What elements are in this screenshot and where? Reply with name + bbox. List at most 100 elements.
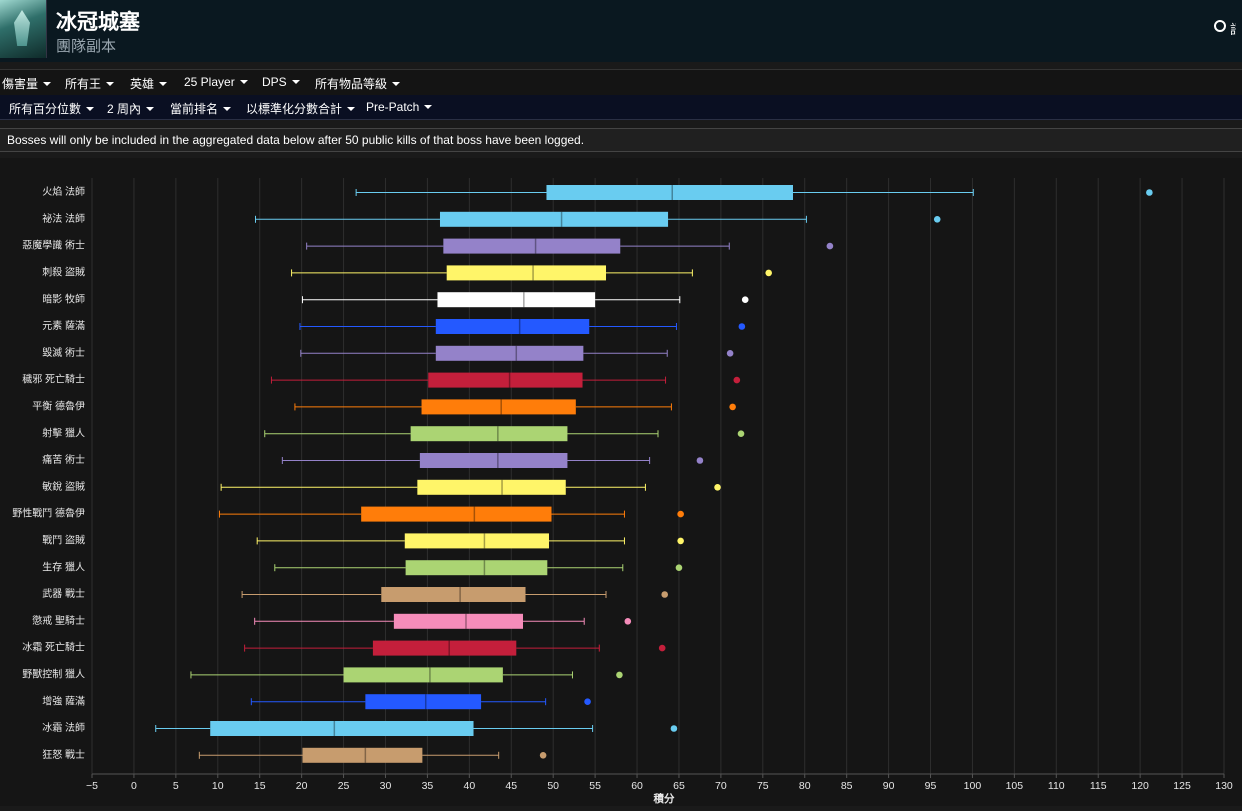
x-tick-label: 10 <box>212 780 224 792</box>
chevron-down-icon <box>43 82 52 86</box>
category-label: 增強 薩滿 <box>42 694 85 707</box>
x-tick-label: 80 <box>799 780 811 792</box>
box <box>417 479 566 495</box>
x-axis-title: 積分 <box>653 792 675 805</box>
x-tick-label: 5 <box>173 780 179 792</box>
filter-item-level[interactable]: 所有物品等級 <box>315 75 401 92</box>
zone-header: 冰冠城塞 團隊副本 語言 <box>0 0 1242 62</box>
page-title: 冰冠城塞 <box>56 11 140 34</box>
outlier-point <box>670 725 678 732</box>
outlier-point <box>661 591 669 598</box>
outlier-point <box>539 752 547 759</box>
filter-metric[interactable]: 傷害量 <box>2 75 52 92</box>
box <box>421 399 576 415</box>
category-label: 狂怒 戰士 <box>42 748 85 761</box>
category-label: 惡魔學識 術士 <box>22 239 85 252</box>
chevron-down-icon <box>347 107 356 111</box>
box <box>446 265 607 281</box>
x-tick-label: 55 <box>589 780 601 792</box>
category-label: 冰霜 死亡騎士 <box>22 641 85 654</box>
x-tick-label: 115 <box>1090 780 1107 792</box>
box <box>435 319 590 334</box>
outlier-point <box>584 698 591 705</box>
category-label: 元素 薩滿 <box>42 319 85 332</box>
filter-role[interactable]: DPS <box>262 75 300 89</box>
x-tick-label: 70 <box>715 780 727 792</box>
box <box>443 238 621 254</box>
chevron-down-icon <box>106 82 115 86</box>
outlier-point <box>738 323 746 330</box>
filter-percentile[interactable]: 所有百分位數 <box>9 100 95 117</box>
filter-timeframe[interactable]: 2 周內 <box>107 100 155 117</box>
category-label: 懲戒 聖騎士 <box>32 614 85 627</box>
outlier-point <box>677 537 684 545</box>
category-label: 平衡 德魯伊 <box>32 400 85 413</box>
notice-banner: Bosses will only be included in the aggr… <box>0 128 1242 152</box>
outlier-point <box>624 618 632 625</box>
box <box>405 560 548 576</box>
chevron-down-icon <box>239 80 248 84</box>
outlier-point <box>1146 189 1153 196</box>
x-tick-label: 120 <box>1131 780 1149 792</box>
chevron-down-icon <box>291 80 300 84</box>
outlier-point <box>765 269 772 277</box>
filter-bar-secondary: 所有百分位數 2 周內 當前排名 以標準化分數合計 Pre-Patch <box>0 95 1242 120</box>
category-label: 武器 戰士 <box>42 587 85 600</box>
zone-icon <box>0 0 47 58</box>
category-label: 暗影 牧師 <box>42 292 85 305</box>
filter-size[interactable]: 25 Player <box>184 75 248 89</box>
outlier-point <box>696 457 704 464</box>
outlier-point <box>714 484 721 491</box>
box <box>372 640 517 656</box>
outlier-point <box>741 296 749 303</box>
x-tick-label: 25 <box>338 780 350 792</box>
category-label: 刺殺 盜賊 <box>42 266 85 279</box>
filter-difficulty[interactable]: 英雄 <box>130 75 168 92</box>
chevron-down-icon <box>86 107 95 111</box>
category-label: 穢邪 死亡騎士 <box>22 373 85 386</box>
chevron-down-icon <box>392 82 401 86</box>
box <box>381 587 526 602</box>
outlier-point <box>616 671 623 679</box>
x-tick-label: −5 <box>86 780 98 792</box>
x-tick-label: 85 <box>841 780 853 792</box>
filter-aggregation[interactable]: 以標準化分數合計 <box>246 100 356 117</box>
x-tick-label: 50 <box>547 780 559 792</box>
x-tick-label: 110 <box>1048 780 1065 792</box>
x-tick-label: 30 <box>380 780 392 792</box>
x-tick-label: 35 <box>422 780 434 792</box>
category-label: 冰霜 法師 <box>42 721 85 734</box>
outlier-point <box>733 376 741 384</box>
language-label: 語言 <box>1230 19 1236 38</box>
x-tick-label: 60 <box>631 780 643 792</box>
category-label: 野獸控制 獵人 <box>22 668 85 681</box>
chevron-down-icon <box>146 107 155 111</box>
outlier-point <box>933 216 941 223</box>
x-tick-label: 130 <box>1215 780 1233 792</box>
x-tick-label: 15 <box>254 780 266 792</box>
x-tick-label: 90 <box>883 780 895 792</box>
x-tick-label: 125 <box>1173 780 1191 792</box>
x-tick-label: 45 <box>505 780 517 792</box>
chevron-down-icon <box>223 107 232 111</box>
x-tick-label: 0 <box>131 780 137 792</box>
box <box>410 426 568 442</box>
box <box>439 211 669 227</box>
box <box>435 345 584 361</box>
box <box>361 506 552 522</box>
category-label: 祕法 法師 <box>42 212 85 225</box>
filter-patch[interactable]: Pre-Patch <box>366 100 433 114</box>
category-label: 戰鬥 盜賊 <box>42 534 85 547</box>
filter-ranking[interactable]: 當前排名 <box>170 100 232 117</box>
filter-boss[interactable]: 所有王 <box>65 75 115 92</box>
box <box>428 372 583 388</box>
category-label: 毀滅 術士 <box>42 346 85 359</box>
x-tick-label: 95 <box>925 780 937 792</box>
language-selector[interactable]: 語言 <box>1214 19 1236 38</box>
category-label: 射擊 獵人 <box>42 426 85 439</box>
filter-bar-primary: 傷害量 所有王 英雄 25 Player DPS 所有物品等級 <box>0 69 1242 96</box>
box <box>302 747 423 763</box>
outlier-point <box>726 350 734 357</box>
category-label: 痛苦 術士 <box>42 453 85 466</box>
category-label: 生存 獵人 <box>42 560 85 573</box>
